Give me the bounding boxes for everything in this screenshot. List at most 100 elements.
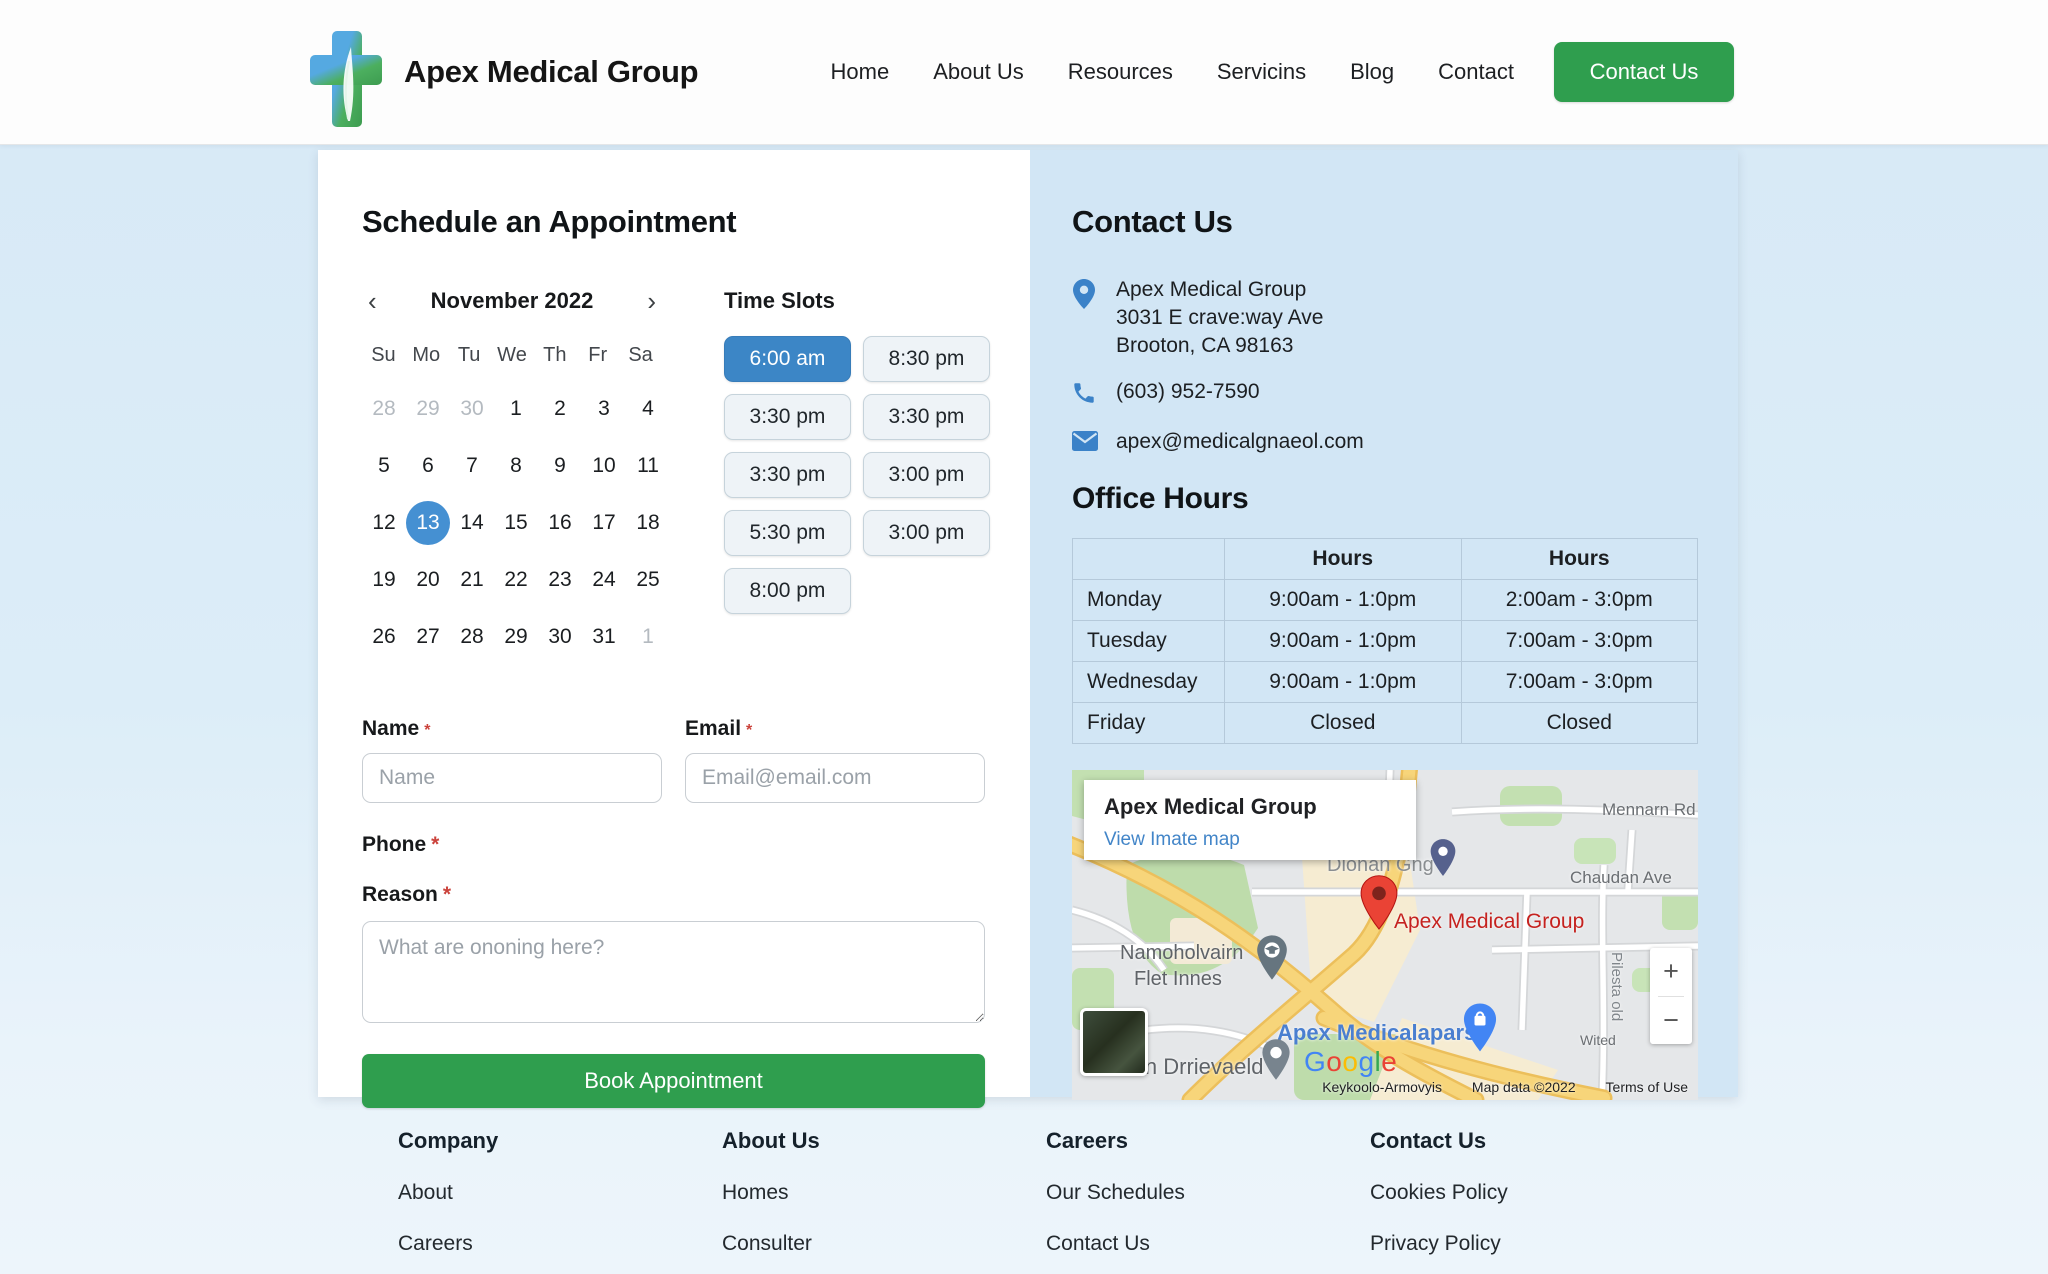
mail-icon xyxy=(1072,428,1100,456)
calendar-day[interactable]: 16 xyxy=(548,511,572,534)
calendar-day[interactable]: 30 xyxy=(548,625,572,648)
email-field[interactable] xyxy=(685,753,985,803)
footer-link-homes[interactable]: Homes xyxy=(722,1181,789,1204)
footer-column-company: Company About Careers xyxy=(398,1128,722,1256)
calendar-prev-icon[interactable]: ‹ xyxy=(368,286,377,316)
hours-header-cell: Hours xyxy=(1460,538,1698,580)
google-logo: Google xyxy=(1304,1046,1397,1078)
calendar-day[interactable]: 14 xyxy=(460,511,484,534)
calendar-day-selected[interactable]: 13 xyxy=(406,501,450,545)
calendar-day[interactable]: 2 xyxy=(554,397,566,420)
reason-field[interactable] xyxy=(362,921,985,1023)
map-attribution: Keykoolo-Armovyis Map data ©2022 Terms o… xyxy=(1296,1079,1688,1095)
timeslot[interactable]: 3:00 pm xyxy=(863,452,990,498)
satellite-thumbnail[interactable] xyxy=(1080,1008,1148,1076)
calendar-day[interactable]: 17 xyxy=(592,511,616,534)
timeslot[interactable]: 3:00 pm xyxy=(863,510,990,556)
calendar-day[interactable]: 29 xyxy=(416,397,440,420)
calendar-day[interactable]: 22 xyxy=(504,568,528,591)
calendar-day[interactable]: 28 xyxy=(460,625,484,648)
hours-day-cell: Friday xyxy=(1072,702,1225,744)
map-road-label: Chaudan Ave xyxy=(1570,868,1672,887)
calendar-day[interactable]: 6 xyxy=(422,454,434,477)
timeslot[interactable]: 3:30 pm xyxy=(724,452,851,498)
timeslot[interactable]: 5:30 pm xyxy=(724,510,851,556)
calendar-day[interactable]: 23 xyxy=(548,568,572,591)
office-hours-table: Hours Hours Monday 9:00am - 1:0pm 2:00am - … xyxy=(1072,538,1698,744)
map-attr-provider: Keykoolo-Armovyis xyxy=(1322,1079,1443,1095)
map[interactable]: Mennarn Rd Chaudan Ave Dionan Gng Namoho… xyxy=(1072,770,1698,1100)
contact-email: apex@medicalgnaeol.com xyxy=(1072,428,1698,456)
map-shopping-pin-icon[interactable] xyxy=(1460,1002,1500,1059)
calendar-day[interactable]: 10 xyxy=(592,454,616,477)
calendar-day[interactable]: 31 xyxy=(592,625,616,648)
calendar-day[interactable]: 5 xyxy=(378,454,390,477)
map-marker-red-icon[interactable] xyxy=(1358,874,1400,937)
map-attr-terms[interactable]: Terms of Use xyxy=(1605,1079,1688,1095)
map-school-pin-icon[interactable] xyxy=(1254,934,1290,987)
phone-number[interactable]: (603) 952-7590 xyxy=(1116,380,1260,403)
zoom-in-button[interactable]: + xyxy=(1663,956,1679,987)
timeslot[interactable]: 8:00 pm xyxy=(724,568,851,614)
timeslot[interactable]: 8:30 pm xyxy=(863,336,990,382)
timeslot[interactable]: 3:30 pm xyxy=(863,394,990,440)
calendar-day[interactable]: 1 xyxy=(642,625,654,648)
calendar-day[interactable]: 7 xyxy=(466,454,478,477)
nav-item-resources[interactable]: Resources xyxy=(1067,59,1173,84)
map-poi-label[interactable]: Apex Medicalapars xyxy=(1277,1020,1477,1045)
contact-address: Apex Medical Group 3031 E crave:way Ave Br… xyxy=(1072,276,1698,360)
nav-item-about-us[interactable]: About Us xyxy=(933,59,1024,84)
footer-link-privacy-policy[interactable]: Privacy Policy xyxy=(1370,1232,1501,1255)
name-field[interactable] xyxy=(362,753,662,803)
calendar-day[interactable]: 9 xyxy=(554,454,566,477)
email-address[interactable]: apex@medicalgnaeol.com xyxy=(1116,430,1364,453)
timeslot[interactable]: 3:30 pm xyxy=(724,394,851,440)
nav-item-servicins[interactable]: Servicins xyxy=(1216,59,1307,84)
calendar-day[interactable]: 4 xyxy=(642,397,654,420)
nav-item-contact[interactable]: Contact xyxy=(1438,59,1514,84)
google-logo-letter: g xyxy=(1358,1046,1375,1077)
calendar-day[interactable]: 1 xyxy=(510,397,522,420)
calendar-day[interactable]: 28 xyxy=(372,397,396,420)
footer-link-contact-us[interactable]: Contact Us xyxy=(1046,1232,1150,1255)
calendar-day[interactable]: 26 xyxy=(372,625,396,648)
footer-column-careers: Careers Our Schedules Contact Us xyxy=(1046,1128,1370,1256)
zoom-out-button[interactable]: − xyxy=(1663,1004,1679,1035)
required-asterisk: * xyxy=(431,833,440,856)
calendar-day[interactable]: 19 xyxy=(372,568,396,591)
map-road-label: Wited xyxy=(1580,1032,1616,1048)
brand[interactable]: Apex Medical Group xyxy=(310,17,699,127)
map-view-link[interactable]: View Imate map xyxy=(1104,829,1240,850)
address-lines: Apex Medical Group 3031 E crave:way Ave Br… xyxy=(1116,276,1323,360)
map-pin-icon[interactable] xyxy=(1428,838,1458,883)
footer-link-our-schedules[interactable]: Our Schedules xyxy=(1046,1181,1185,1204)
calendar-day[interactable]: 15 xyxy=(504,511,528,534)
timeslot-selected[interactable]: 6:00 am xyxy=(724,336,851,382)
location-pin-icon xyxy=(1072,276,1100,360)
calendar-day[interactable]: 8 xyxy=(510,454,522,477)
nav-item-blog[interactable]: Blog xyxy=(1350,59,1395,84)
nav-item-home[interactable]: Home xyxy=(830,59,890,84)
calendar-day[interactable]: 11 xyxy=(637,454,659,477)
map-gray-pin-icon[interactable] xyxy=(1260,1038,1292,1087)
calendar-day[interactable]: 21 xyxy=(460,568,484,591)
footer-link-careers[interactable]: Careers xyxy=(398,1232,473,1255)
calendar-day[interactable]: 30 xyxy=(460,397,484,420)
calendar-day[interactable]: 3 xyxy=(598,397,610,420)
calendar-next-icon[interactable]: › xyxy=(647,286,656,316)
calendar-day[interactable]: 29 xyxy=(504,625,528,648)
map-marker-label[interactable]: Apex Medical Group xyxy=(1394,910,1585,933)
book-appointment-button[interactable]: Book Appointment xyxy=(362,1054,985,1108)
calendar-day[interactable]: 18 xyxy=(636,511,660,534)
phone-icon xyxy=(1072,378,1100,410)
calendar-day[interactable]: 24 xyxy=(592,568,616,591)
calendar-day[interactable]: 27 xyxy=(416,625,440,648)
footer-link-consulter[interactable]: Consulter xyxy=(722,1232,812,1255)
footer-link-cookies-policy[interactable]: Cookies Policy xyxy=(1370,1181,1508,1204)
calendar-day[interactable]: 20 xyxy=(416,568,440,591)
google-logo-letter: o xyxy=(1342,1046,1359,1077)
header-contact-us-button[interactable]: Contact Us xyxy=(1554,42,1734,102)
calendar-day[interactable]: 12 xyxy=(372,511,396,534)
calendar-day[interactable]: 25 xyxy=(636,568,660,591)
footer-link-about[interactable]: About xyxy=(398,1181,453,1204)
